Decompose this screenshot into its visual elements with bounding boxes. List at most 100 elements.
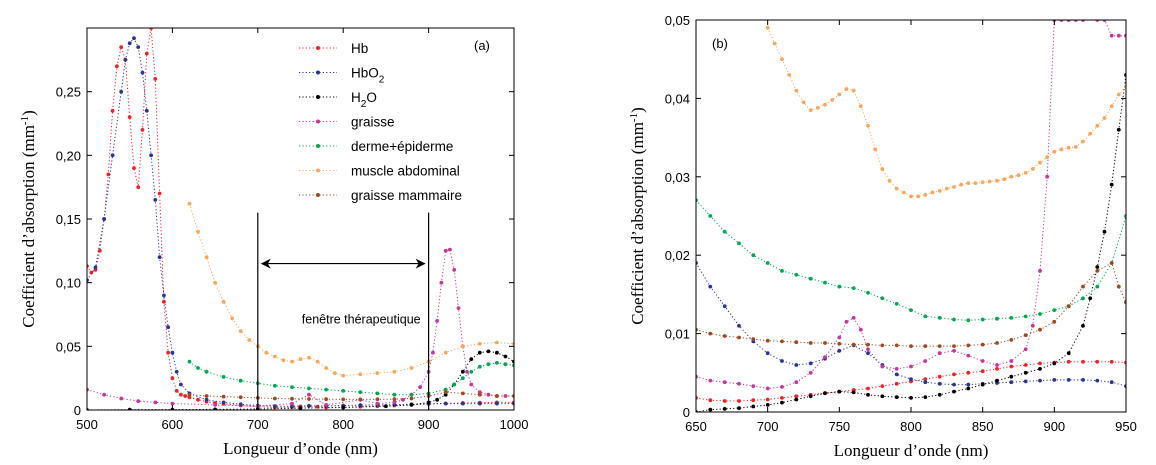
y-axis-label-sup: -1 [628,113,640,122]
data-point [980,342,985,347]
data-point [1109,182,1114,187]
data-point [273,354,277,359]
data-point [894,367,899,371]
data-point [866,347,870,352]
data-point [1066,304,1071,309]
data-point [290,385,294,389]
data-point [1016,173,1021,178]
data-point [136,399,141,403]
data-point [290,359,294,364]
data-point [765,386,770,391]
data-point [851,88,856,93]
data-point [722,334,727,338]
data-point [995,378,999,383]
data-point [765,338,770,343]
data-point [923,377,928,381]
data-point [204,369,209,374]
data-point [443,387,448,392]
data-point [1109,261,1114,265]
data-point [995,341,999,345]
data-point [435,397,439,402]
x-tick-label: 900 [1043,419,1065,434]
axes-frame [86,27,515,411]
data-point [737,381,741,386]
data-point [952,382,956,387]
data-point [937,351,942,356]
data-point [765,403,770,407]
data-point [170,401,175,406]
data-point [966,318,971,323]
series-line [696,20,1126,390]
data-point [477,401,482,406]
data-point [179,382,183,387]
data-point [722,229,727,234]
data-point [1081,139,1085,144]
data-point [174,369,179,374]
data-point [1023,363,1028,367]
data-point [298,406,303,410]
legend-label: graisse mammaire [351,188,462,203]
data-point [149,153,154,158]
data-point [418,385,422,389]
y-axis-label-main: Coefficient d’absorption (mm [19,125,38,328]
data-point [157,191,162,196]
data-point [375,397,380,402]
data-point [324,366,328,370]
data-point [837,341,842,346]
data-point [315,359,320,364]
legend: Hb HbO2 H2O graisse derme+épiderme muscle abd… [299,41,462,203]
data-point [460,344,465,349]
data-point [213,403,218,407]
data-point [737,399,741,403]
data-point [995,363,999,367]
data-point [486,362,491,367]
data-point [213,407,217,410]
series-line [696,262,1126,347]
chart-panel-a: 500 600 700 800 900 1000 0 0,05 0,10 0,15 0,20 0,25… [19,27,528,458]
data-point [503,362,508,367]
data-point [1052,378,1057,382]
data-point [737,406,741,410]
plot-area [87,28,514,410]
data-point [909,344,913,348]
data-point [273,404,277,409]
data-point [894,186,899,191]
data-point [837,389,842,394]
data-point [966,181,971,186]
data-point [808,370,813,375]
data-point [273,396,277,401]
data-point [409,396,414,401]
data-point [987,179,992,184]
data-point [866,290,870,295]
data-point [439,280,444,285]
data-point [937,344,942,348]
data-point [1102,116,1107,120]
x-tick-label: 500 [76,417,98,432]
y-tick-label: 0,02 [665,248,690,263]
data-point [1116,92,1121,97]
data-point [136,185,141,190]
data-point [196,229,200,234]
data-point [887,178,892,183]
series-2 [696,261,1126,388]
legend-marker [316,144,320,148]
data-point [460,376,465,381]
data-point [966,386,971,391]
data-point [1095,359,1100,364]
data-point [708,378,713,383]
data-point [1081,378,1085,382]
data-point [162,299,166,304]
data-point [930,190,935,195]
data-point [995,367,999,371]
data-point [894,381,899,386]
data-point [1116,284,1121,289]
data-point [123,57,128,62]
y-tick-label: 0,01 [665,327,690,342]
data-point [115,64,119,69]
data-point [307,386,311,391]
data-point [324,387,328,392]
data-point [153,400,158,405]
data-point [708,407,713,412]
data-point [460,391,465,396]
y-tick-label: 0,10 [56,276,81,291]
